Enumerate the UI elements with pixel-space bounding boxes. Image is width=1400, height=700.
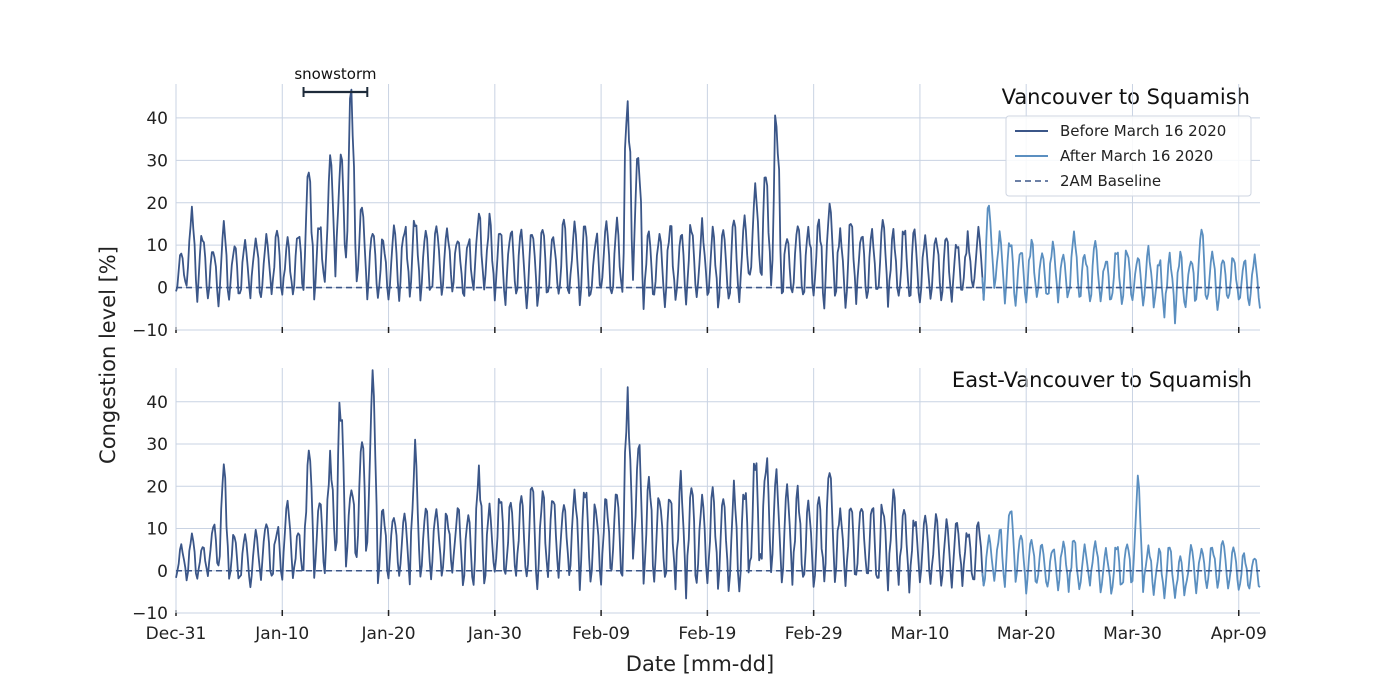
y-tick-label: 40: [146, 393, 168, 413]
legend-label-before: Before March 16 2020: [1060, 122, 1226, 140]
y-tick-label: −10: [132, 604, 168, 624]
y-tick-label: 10: [146, 236, 168, 256]
y-tick-label: 10: [146, 520, 168, 540]
legend: Before March 16 2020 After March 16 2020…: [1005, 115, 1252, 197]
x-tick-label: Dec-31: [146, 624, 207, 644]
snowstorm-label: snowstorm: [294, 65, 376, 83]
x-axis-title: Date [mm-dd]: [626, 652, 774, 676]
y-tick-label: −10: [132, 321, 168, 341]
x-tick-label: Mar-20: [997, 624, 1056, 644]
series-after-line: [981, 204, 1261, 325]
series-after-line: [981, 474, 1261, 600]
y-tick-label: 20: [146, 194, 168, 214]
x-tick-label: Feb-19: [678, 624, 736, 644]
x-tick-label: Jan-10: [254, 624, 309, 644]
panel-title: East-Vancouver to Squamish: [952, 368, 1252, 392]
series-before-line: [175, 369, 985, 600]
series-before-line: [175, 88, 985, 311]
x-tick-label: Feb-09: [572, 624, 630, 644]
legend-label-after: After March 16 2020: [1060, 147, 1213, 165]
x-tick-label: Mar-30: [1103, 624, 1162, 644]
x-tick-label: Jan-20: [361, 624, 416, 644]
y-tick-label: 30: [146, 435, 168, 455]
x-tick-label: Mar-10: [891, 624, 950, 644]
panel-east-vancouver-squamish: East-Vancouver to Squamish −10 0 10 20 30 40 D…: [132, 368, 1267, 644]
y-tick-label: 40: [146, 109, 168, 129]
y-tick-label: 0: [157, 562, 168, 582]
y-tick-label: 20: [146, 477, 168, 497]
x-tick-label: Apr-09: [1211, 624, 1267, 644]
panel-title: Vancouver to Squamish: [1002, 85, 1250, 109]
x-tick-label: Jan-30: [467, 624, 522, 644]
x-tick-label: Feb-29: [785, 624, 843, 644]
legend-label-baseline: 2AM Baseline: [1060, 172, 1161, 190]
y-tick-label: 30: [146, 151, 168, 171]
y-axis-title: Congestion level [%]: [96, 246, 120, 464]
y-tick-label: 0: [157, 279, 168, 299]
snowstorm-annotation: snowstorm: [294, 65, 376, 97]
